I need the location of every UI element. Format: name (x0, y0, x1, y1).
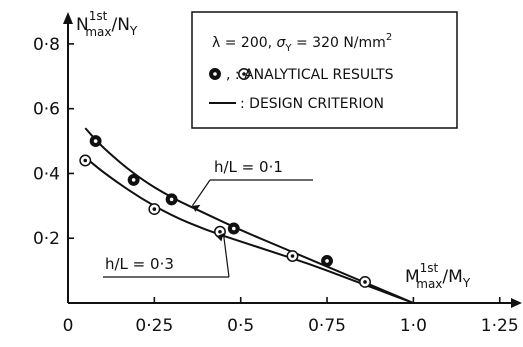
label-sub: max (416, 277, 442, 291)
marker-dot (83, 158, 88, 163)
label-sup: 1st (420, 261, 439, 275)
x-tick-label: 0·25 (135, 316, 173, 336)
x-tick-label: 0·5 (227, 316, 254, 336)
legend-line-params: λ = 200, σY = 320 N/mm2 (212, 32, 392, 54)
x-axis-label: M1st max/MY (405, 261, 471, 291)
leader-line-1 (191, 179, 211, 207)
label-rest-sub: Y (462, 276, 471, 290)
curve-label-2: h/L = 0·3 (105, 255, 174, 273)
marker-dot (169, 197, 174, 202)
legend: λ = 200, σY = 320 N/mm2 , : ANALYTICAL R… (191, 11, 458, 129)
marker-dot (93, 139, 98, 143)
data-point-series-2 (286, 250, 299, 262)
data-point-series-2 (148, 203, 161, 216)
y-tick-label: 0·4 (33, 164, 60, 184)
label-rest: /M (442, 267, 462, 287)
legend-line-design: : DESIGN CRITERION (240, 96, 384, 112)
label-sup: 1st (89, 9, 108, 23)
label-main: N (76, 15, 89, 35)
marker-dot (231, 226, 236, 231)
y-axis-label: N1st max/NY (76, 9, 138, 39)
legend-box (191, 11, 458, 129)
leader-arrow-1 (192, 204, 201, 212)
data-point-series-2 (79, 154, 92, 167)
data-point-series-1 (321, 254, 333, 267)
leader-line-2 (222, 233, 230, 278)
data-point-series-1 (227, 222, 240, 235)
y-axis-arrow (63, 12, 73, 24)
marker-dot (213, 72, 217, 76)
curve-label-1: h/L = 0·1 (214, 158, 283, 176)
label-rest: /N (111, 15, 129, 35)
legend-marker-filled (209, 68, 221, 80)
x-tick-label: 1·0 (400, 316, 427, 336)
label-sub: max (85, 25, 111, 39)
x-tick-label: 0·75 (308, 316, 346, 336)
y-tick-label: 0·2 (33, 229, 60, 249)
y-axis-label-text: N1st max/NY (76, 9, 138, 39)
data-point-series-1 (127, 173, 140, 186)
marker-dot (131, 178, 136, 182)
axes (63, 12, 522, 308)
label-rest-sub: Y (129, 24, 138, 38)
x-axis-label-text: M1st max/MY (405, 261, 471, 291)
legend-line-analytical: , : ANALYTICAL RESULTS (226, 67, 394, 83)
ticks: 0 0·25 0·5 0·75 1·0 1·25 0·2 0·4 0·6 0·8 (33, 35, 519, 336)
marker-dot (290, 254, 295, 258)
annotations: h/L = 0·1 h/L = 0·3 (103, 158, 313, 278)
data-point-series-1 (165, 193, 178, 206)
marker-dot (218, 229, 222, 234)
legend-marker-open (238, 68, 250, 80)
y-tick-label: 0·8 (33, 35, 60, 55)
x-tick-label: 0 (63, 316, 74, 336)
marker-dot (363, 280, 367, 284)
leader-arrow-2 (216, 233, 224, 242)
marker-dot (242, 72, 246, 76)
markers (79, 135, 371, 288)
x-tick-label: 1·25 (481, 316, 519, 336)
data-point-series-1 (89, 135, 102, 148)
marker-dot (325, 259, 329, 263)
label-main: M (405, 267, 420, 287)
y-tick-label: 0·6 (33, 100, 60, 120)
x-axis-arrow (511, 298, 522, 308)
design-curve-1 (84, 127, 414, 304)
data-point-series-2 (359, 275, 371, 288)
marker-dot (152, 207, 157, 211)
